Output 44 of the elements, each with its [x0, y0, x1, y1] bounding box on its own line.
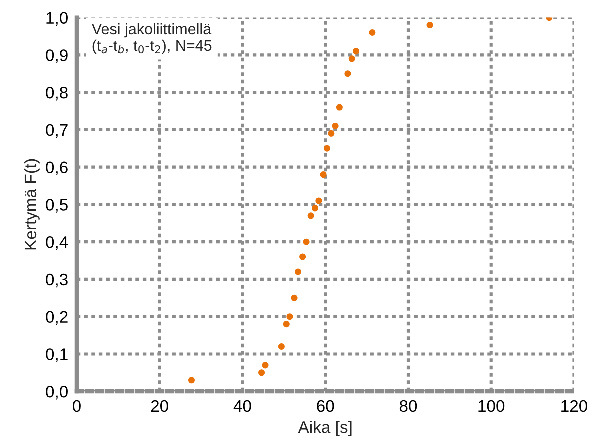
point [286, 314, 294, 320]
y-tick-label: 0,0 [46, 386, 68, 400]
y-tick-label: 0,7 [46, 124, 68, 138]
point [258, 370, 266, 376]
point [278, 343, 285, 350]
y-tick-label: 0,4 [46, 236, 68, 250]
point [262, 362, 269, 369]
point [320, 172, 327, 178]
point [294, 268, 302, 276]
y-tick-label: 0,3 [46, 274, 68, 288]
point [291, 294, 298, 302]
y-tick-label: 1,0 [46, 12, 68, 26]
x-tick-label: 120 [562, 400, 588, 412]
x-axis-title: Aika [s] [298, 421, 352, 437]
point [312, 205, 318, 212]
text: Vesi jakoliittimellä (t$_{a}$-t$_{b}$, t$_{0}$-t$_{2}$), N=45 [92, 23, 212, 54]
x-tick-label: 60 [317, 400, 334, 412]
x-tick-label: 0 [72, 400, 81, 412]
point [188, 377, 196, 384]
point [348, 56, 356, 62]
point [303, 238, 310, 246]
point [324, 145, 331, 152]
x-tick-label: 20 [151, 400, 168, 412]
y-tick-label: 0,1 [46, 348, 68, 362]
point [426, 22, 434, 29]
point [369, 29, 376, 36]
point [300, 254, 306, 260]
point [344, 70, 352, 78]
y-tick-label: 0,2 [46, 311, 68, 326]
y-axis-title: Kertymä F(t) [24, 159, 40, 250]
x-tick-label: 100 [478, 400, 505, 412]
y-tick-label: 0,9 [46, 50, 68, 64]
point [328, 130, 335, 137]
point [353, 48, 360, 55]
point [308, 212, 314, 220]
x-tick-label: 80 [400, 400, 418, 412]
y-tick-label: 0,6 [46, 162, 68, 176]
point [332, 122, 339, 130]
y-tick-label: 0,8 [46, 86, 68, 101]
point [316, 198, 322, 204]
y-tick-label: 0,5 [46, 199, 68, 213]
x-tick-label: 40 [234, 400, 252, 412]
point [283, 321, 290, 328]
point [336, 104, 343, 111]
